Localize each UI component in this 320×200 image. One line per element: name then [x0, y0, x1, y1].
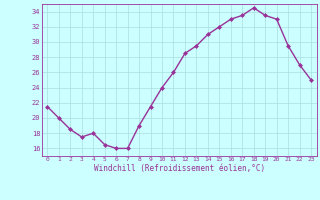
- X-axis label: Windchill (Refroidissement éolien,°C): Windchill (Refroidissement éolien,°C): [94, 164, 265, 173]
